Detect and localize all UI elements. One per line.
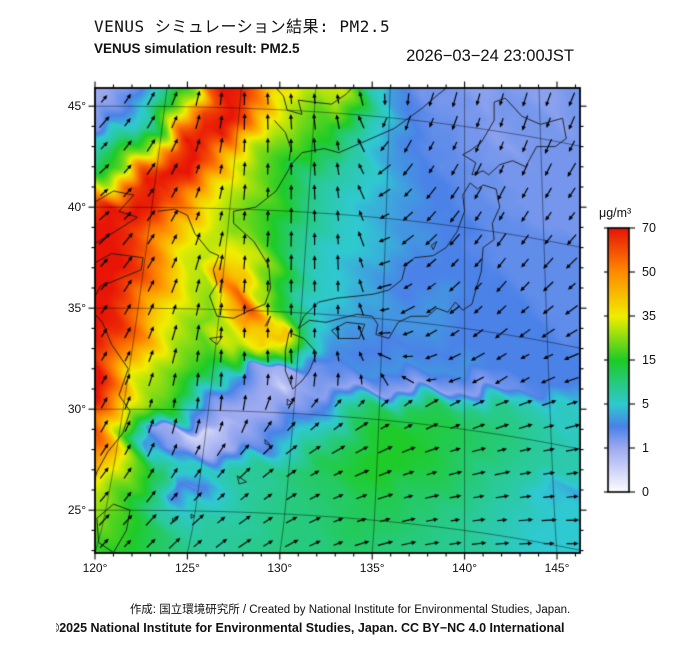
forecast-timestamp: 2026−03−24 23:00JST xyxy=(406,47,574,65)
colorbar-tick-label: 15 xyxy=(642,353,656,367)
colorbar-tick-label: 5 xyxy=(642,397,649,411)
license-line: ©2025 National Institute for Environment… xyxy=(56,621,565,635)
lat-tick-label: 45° xyxy=(67,99,86,114)
lat-tick-label: 35° xyxy=(67,301,86,316)
colorbar-tick-label: 70 xyxy=(642,221,656,235)
colorbar-tick-label: 50 xyxy=(642,265,656,279)
lon-tick-label: 145° xyxy=(544,561,570,575)
lon-tick-label: 135° xyxy=(359,561,385,575)
lon-tick-label: 125° xyxy=(174,561,200,575)
colorbar-tick-label: 0 xyxy=(642,485,649,499)
colorbar-unit-label: μg/m³ xyxy=(599,206,632,220)
colorbar-tick-label: 35 xyxy=(642,309,656,323)
license-line-wrap: ©2025 National Institute for Environment… xyxy=(56,619,700,639)
page-title-english: VENUS simulation result: PM2.5 xyxy=(94,41,300,56)
lat-tick-label: 30° xyxy=(67,402,86,417)
lat-tick-label: 40° xyxy=(67,200,86,215)
lat-tick-label: 25° xyxy=(67,503,86,518)
lon-tick-label: 140° xyxy=(452,561,478,575)
lon-tick-label: 130° xyxy=(267,561,293,575)
lon-tick-label: 120° xyxy=(82,561,108,575)
colorbar-tick-label: 1 xyxy=(642,441,649,455)
credit-line: 作成: 国立環境研究所 / Created by National Instit… xyxy=(129,604,571,616)
page-title-japanese: VENUS シミュレーション結果: PM2.5 xyxy=(94,17,391,36)
